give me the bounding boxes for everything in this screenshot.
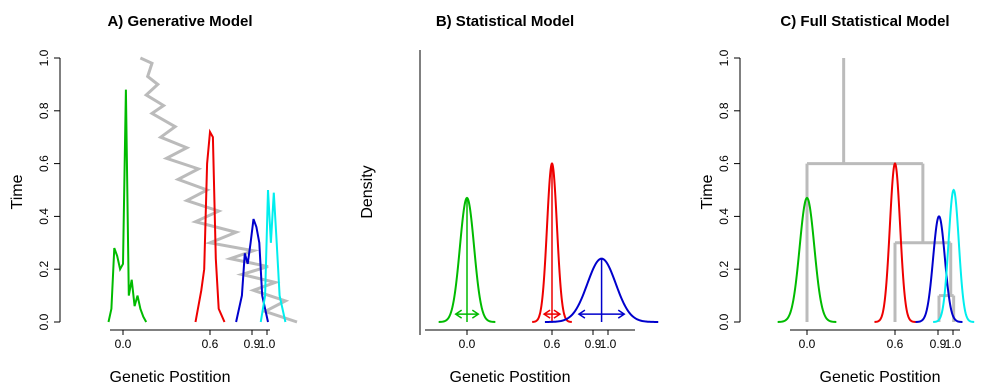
- panel-a-x-tick-label: 0.0: [115, 337, 132, 351]
- panel-b-title: B) Statistical Model: [436, 13, 574, 30]
- panel-a-series-curve: [235, 218, 269, 323]
- panel-b-sd-arrow-head-right: [471, 309, 480, 319]
- panel-c-y-tick-label: 0.6: [717, 155, 731, 172]
- panel-a-y-tick-label: 0.6: [37, 155, 51, 172]
- panel-c-y-tick-label: 0.2: [717, 261, 731, 278]
- panel-a-y-tick-label: 1.0: [37, 49, 51, 66]
- panel-a-gray-lineage-path: [139, 56, 298, 324]
- panel-b-x-tick-label: 1.0: [600, 337, 617, 351]
- panel-c-series-curve: [915, 215, 963, 323]
- panel-c-x-tick-label: 1.0: [945, 337, 962, 351]
- panel-b-x-tick-label: 0.9: [585, 337, 602, 351]
- panel-a-series-curve: [107, 89, 148, 323]
- panel-c-series-curve: [874, 162, 916, 323]
- panel-b-statistical-model: B) Statistical Model Density Genetic Pos…: [359, 13, 659, 386]
- panel-b-ylabel: Density: [359, 165, 376, 218]
- panel-a-y-tick-label: 0.2: [37, 261, 51, 278]
- panel-b-sd-arrow-head-left: [542, 309, 551, 319]
- panel-a-xlabel: Genetic Postition: [110, 369, 231, 386]
- panel-c-title: C) Full Statistical Model: [780, 13, 949, 30]
- panel-c-series-curve: [777, 196, 837, 323]
- panel-b-sd-arrow-head-right: [617, 309, 626, 319]
- panel-a-y-tick-label: 0.0: [37, 313, 51, 330]
- panel-a-x-tick-label: 0.9: [244, 337, 261, 351]
- panel-c-x-tick-label: 0.6: [887, 337, 904, 351]
- panel-c-y-tick-label: 0.0: [717, 313, 731, 330]
- panel-a-series-curve: [259, 189, 287, 323]
- panel-a-y-tick-label: 0.4: [37, 208, 51, 225]
- panel-c-series-curve: [933, 188, 975, 323]
- panel-b-sd-arrow-head-left: [454, 309, 463, 319]
- panel-b-xlabel: Genetic Postition: [450, 369, 571, 386]
- panel-a-generative-model: A) Generative Model Time Genetic Postiti…: [9, 13, 298, 386]
- panel-c-ylabel: Time: [699, 174, 716, 209]
- panel-a-x-tick-label: 1.0: [259, 337, 276, 351]
- panel-a-series-curve: [194, 128, 226, 323]
- panel-c-full-statistical-model: C) Full Statistical Model Time Genetic P…: [699, 13, 975, 386]
- panel-b-x-tick-label: 0.0: [459, 337, 476, 351]
- panel-a-x-tick-label: 0.6: [202, 337, 219, 351]
- panel-b-sd-arrow-head-left: [577, 309, 586, 319]
- panel-c-x-tick-label: 0.0: [799, 337, 816, 351]
- panel-a-y-tick-label: 0.8: [37, 102, 51, 119]
- panel-c-xlabel: Genetic Postition: [820, 369, 941, 386]
- panel-a-ylabel: Time: [9, 174, 26, 209]
- panel-b-sd-arrow-head-right: [553, 309, 562, 319]
- panel-a-title: A) Generative Model: [107, 13, 252, 30]
- panel-b-x-tick-label: 0.6: [544, 337, 561, 351]
- panel-c-y-tick-label: 0.4: [717, 208, 731, 225]
- panel-c-y-tick-label: 1.0: [717, 49, 731, 66]
- panel-c-x-tick-label: 0.9: [930, 337, 947, 351]
- panel-c-y-tick-label: 0.8: [717, 102, 731, 119]
